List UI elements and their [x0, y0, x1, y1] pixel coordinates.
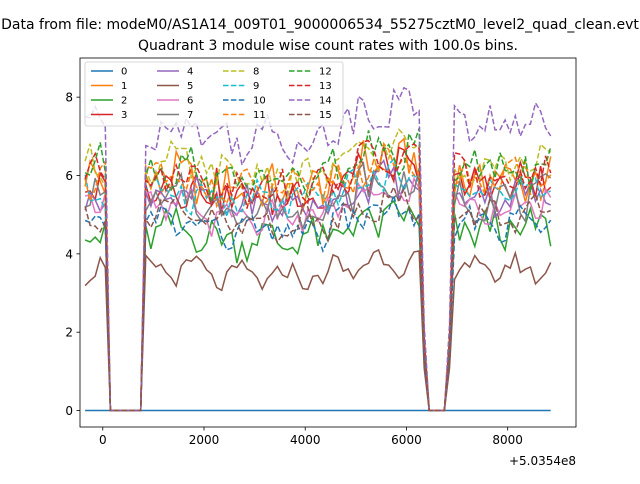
- series-line-5: [84, 248, 552, 412]
- y-tick-label: 2: [65, 326, 73, 340]
- legend-label-1: 1: [121, 81, 127, 92]
- series-line-11: [84, 141, 552, 412]
- legend-label-6: 6: [187, 96, 193, 107]
- legend-label-0: 0: [121, 67, 127, 78]
- legend-label-14: 14: [319, 96, 332, 107]
- legend-label-11: 11: [253, 110, 266, 121]
- legend-label-2: 2: [121, 96, 127, 107]
- legend-label-12: 12: [319, 67, 332, 78]
- legend-label-10: 10: [253, 96, 266, 107]
- axes: 0 2000 4000 6000 8000 0 2 4 6 8: [65, 57, 577, 447]
- y-tick-label: 0: [65, 404, 73, 418]
- y-tick-label: 8: [65, 91, 73, 105]
- legend-label-5: 5: [187, 81, 193, 92]
- x-tick-label: 2000: [189, 433, 220, 447]
- series-line-8: [84, 128, 552, 412]
- plot-area: [84, 86, 552, 412]
- legend-label-8: 8: [253, 67, 259, 78]
- legend-label-9: 9: [253, 81, 259, 92]
- x-tick-label: 8000: [492, 433, 523, 447]
- legend-label-13: 13: [319, 81, 332, 92]
- series-line-15: [84, 185, 551, 412]
- axes-frame: [79, 57, 577, 428]
- legend-box: [84, 61, 344, 127]
- x-tick-label: 0: [99, 433, 107, 447]
- y-tick-label: 6: [65, 169, 73, 183]
- x-tick-label: 4000: [290, 433, 321, 447]
- x-axis-offset-label: +5.0354e8: [509, 454, 576, 468]
- series-line-4: [84, 158, 552, 412]
- y-tick-label: 4: [65, 247, 73, 261]
- legend-label-7: 7: [187, 110, 193, 121]
- series-line-6: [84, 176, 552, 412]
- series-line-9: [84, 157, 552, 412]
- series-line-13: [84, 139, 552, 412]
- series-line-2: [84, 199, 552, 412]
- x-tick-label: 6000: [391, 433, 422, 447]
- legend-label-4: 4: [187, 67, 193, 78]
- figure-suptitle: Data from file: modeM0/AS1A14_009T01_900…: [1, 17, 639, 33]
- chart-title: Quadrant 3 module wise count rates with …: [138, 38, 518, 54]
- legend-label-3: 3: [121, 110, 127, 121]
- legend-label-15: 15: [319, 110, 332, 121]
